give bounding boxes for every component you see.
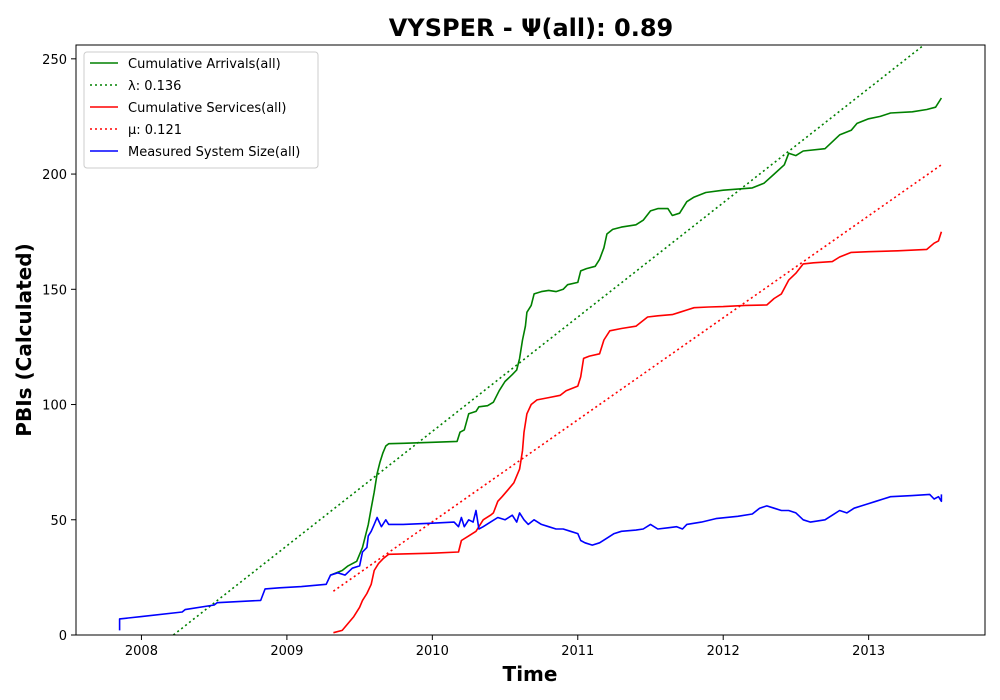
x-tick-label: 2012	[707, 644, 740, 659]
y-tick-label: 200	[42, 168, 67, 183]
chart-title: VYSPER - Ψ(all): 0.89	[389, 14, 674, 42]
series-line-0	[330, 97, 943, 576]
y-tick-label: 50	[50, 514, 67, 529]
x-axis-label: Time	[503, 662, 558, 686]
x-tick-label: 2011	[561, 644, 594, 659]
legend-label: Cumulative Arrivals(all)	[128, 57, 281, 72]
series-line-2	[333, 231, 943, 634]
y-axis: 0 50 100 150 200 250	[42, 53, 76, 644]
legend-label: λ: 0.136	[128, 79, 181, 94]
y-tick-label: 150	[42, 283, 67, 298]
x-axis: 2008 2009 2010 2011 2012 2013	[125, 635, 885, 659]
plot-lines	[118, 45, 943, 635]
legend: Cumulative Arrivals(all) λ: 0.136 Cumulati…	[83, 51, 319, 169]
x-tick-label: 2009	[270, 644, 303, 659]
x-tick-label: 2010	[416, 644, 449, 659]
series-line-4	[118, 493, 943, 631]
legend-label: μ: 0.121	[128, 123, 182, 138]
y-axis-label: PBIs (Calculated)	[12, 243, 36, 436]
y-tick-label: 0	[59, 629, 67, 644]
series-line-3	[332, 164, 942, 592]
y-tick-label: 100	[42, 399, 67, 414]
plot-frame	[75, 44, 986, 636]
legend-label: Cumulative Services(all)	[128, 101, 286, 116]
legend-box	[83, 51, 319, 169]
x-tick-label: 2013	[852, 644, 885, 659]
x-tick-label: 2008	[125, 644, 158, 659]
y-tick-label: 250	[42, 53, 67, 68]
legend-label: Measured System Size(all)	[128, 145, 300, 160]
